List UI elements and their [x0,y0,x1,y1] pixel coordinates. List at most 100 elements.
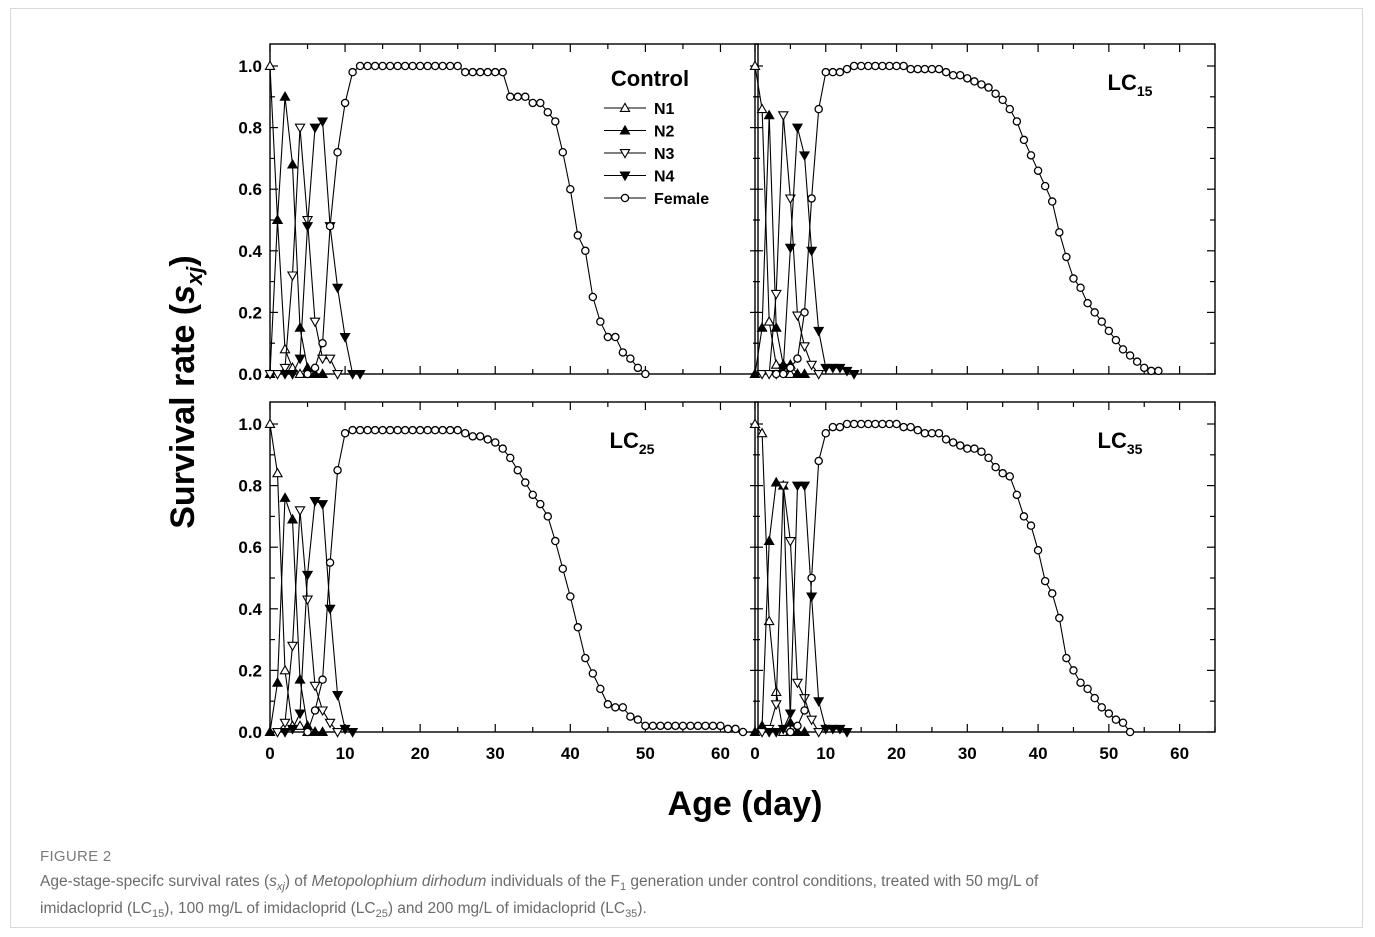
legend-marker [619,149,631,159]
data-point [806,360,818,371]
data-point [777,481,789,492]
data-point [878,61,887,71]
data-point [423,425,432,435]
data-point [806,246,818,257]
data-point [1033,546,1043,555]
data-point [528,98,538,108]
data-point [415,61,425,71]
data-point [309,317,321,328]
data-point [798,481,811,492]
data-point [984,453,993,463]
data-point [453,61,462,71]
data-point [1090,308,1099,317]
data-point [355,425,365,435]
data-point [618,348,628,357]
data-point [370,425,380,435]
data-point [611,332,620,342]
data-point [566,184,575,194]
data-point [941,67,951,77]
data-point [863,419,873,429]
x-tick-label: 10 [816,744,835,763]
data-point [528,490,538,500]
data-point [716,721,725,731]
data-point [279,718,291,729]
data-point [286,641,299,652]
data-point [475,67,485,77]
x-tick-label: 10 [336,744,355,763]
data-point [1012,117,1022,126]
y-tick-label: 0.8 [238,477,262,496]
data-point [849,419,859,429]
data-point [948,438,958,447]
data-point [791,726,804,736]
data-point [430,61,440,71]
data-point [841,366,853,377]
panel-title: LC15 [1108,70,1153,99]
data-point [906,422,915,432]
data-point [1076,678,1085,687]
data-point [784,537,796,547]
data-point [1069,666,1078,675]
panel-title: LC35 [1098,428,1143,457]
data-point [648,721,658,731]
legend: N1 N2 N3 N4 Female [604,101,709,208]
data-point [770,700,782,710]
data-point [892,61,901,71]
data-point [279,370,291,380]
data-point [813,697,825,707]
data-point [611,703,620,712]
data-point [1111,335,1121,345]
data-point [348,425,357,435]
data-point [279,343,291,354]
data-point [317,368,329,378]
data-point [1083,684,1092,694]
panel-title: Control [611,66,689,91]
data-point [1104,326,1114,336]
data-point [970,77,979,86]
data-point [793,721,802,731]
data-point [798,368,811,378]
data-point [498,444,507,453]
data-point [798,342,811,352]
data-point [786,727,795,737]
y-tick-label: 1.0 [238,415,262,434]
data-point [693,721,703,731]
data-point [279,363,291,374]
data-point [468,67,477,77]
data-point [294,368,306,378]
data-point [813,370,825,380]
data-point [340,98,350,108]
data-point [536,499,545,509]
series-line [270,127,339,375]
chart-panel-4: 0 10 20 30 40 50 60 LC35 [749,401,1216,763]
data-point [791,311,804,322]
data-point [998,95,1007,105]
chart-panel-1: 0.0 0.2 0.4 0.6 0.8 1.0 Control N1 N2 N3 N4 Female [238,43,759,384]
data-point [294,354,306,365]
data-point [332,370,344,380]
data-point [701,721,710,731]
x-tick-label: 30 [486,744,505,763]
series-line [307,65,646,375]
data-point [1062,252,1071,262]
data-point [913,64,923,74]
data-point [977,80,986,89]
data-point [1047,589,1057,598]
data-point [490,438,500,447]
data-point [264,726,276,736]
data-point [438,425,447,435]
data-point [763,109,775,120]
data-point [1055,613,1064,623]
data-point [1005,104,1015,114]
data-point [303,727,312,737]
data-point [1097,317,1107,326]
data-point [588,669,598,678]
data-point [536,98,545,108]
data-point [786,363,795,373]
data-point [286,271,299,282]
data-point [814,104,823,114]
x-tick-label: 60 [1170,744,1189,763]
survival-rate-figure: 0.0 0.2 0.4 0.6 0.8 1.0 Control N1 N2 N3 N4 Female L… [164,43,1216,823]
data-point [878,419,887,429]
data-point [899,422,908,432]
